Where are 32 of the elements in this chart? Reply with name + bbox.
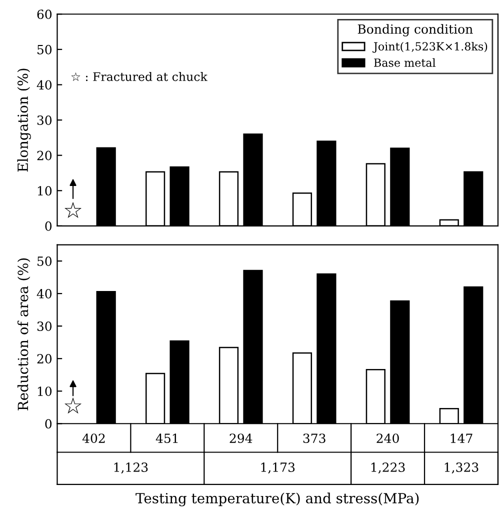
y-tick-label: 40: [36, 289, 52, 298]
x-tick-label: 294: [230, 434, 252, 444]
y-tick-label: 0: [45, 419, 52, 429]
y-tick-label: 20: [37, 150, 52, 160]
y-tick-label: 40: [36, 80, 52, 90]
text: 1,323: [444, 462, 478, 474]
y-axis-title: Elongation (%): [17, 68, 31, 172]
text: 1,173: [261, 462, 295, 474]
y-tick-label: 20: [37, 354, 52, 364]
x-axis-title: Testing temperature(K) and stress(MPa): [136, 492, 419, 506]
x-tick-label: 373: [303, 434, 326, 444]
annotation: ☆: [64, 397, 82, 414]
x-tick-label: 240: [376, 434, 399, 444]
text: 1,123: [114, 462, 148, 474]
y-axis-title: Reduction of area (%): [17, 258, 30, 410]
y-tick-label: 60: [37, 10, 52, 20]
y-tick-label: 0: [45, 221, 52, 231]
x-tick-label: 147: [450, 434, 472, 443]
legend-title: Bonding condition: [358, 24, 473, 36]
annotation: ☆ : Fractured at chuck: [71, 72, 208, 82]
y-tick-label: 10: [38, 186, 52, 196]
y-tick-label: 30: [37, 322, 52, 331]
y-tick-label: 10: [38, 386, 52, 396]
annotation: ☆: [64, 202, 82, 218]
x-tick-label: 402: [82, 434, 105, 444]
legend-label: Base metal: [374, 58, 436, 67]
y-tick-label: 30: [37, 116, 52, 125]
legend-label: Joint(1,523K×1.8ks): [372, 42, 488, 53]
y-tick-label: 50: [38, 256, 52, 266]
y-tick-label: 50: [38, 44, 52, 54]
text: 1,223: [371, 462, 405, 474]
x-tick-label: 451: [156, 434, 178, 444]
